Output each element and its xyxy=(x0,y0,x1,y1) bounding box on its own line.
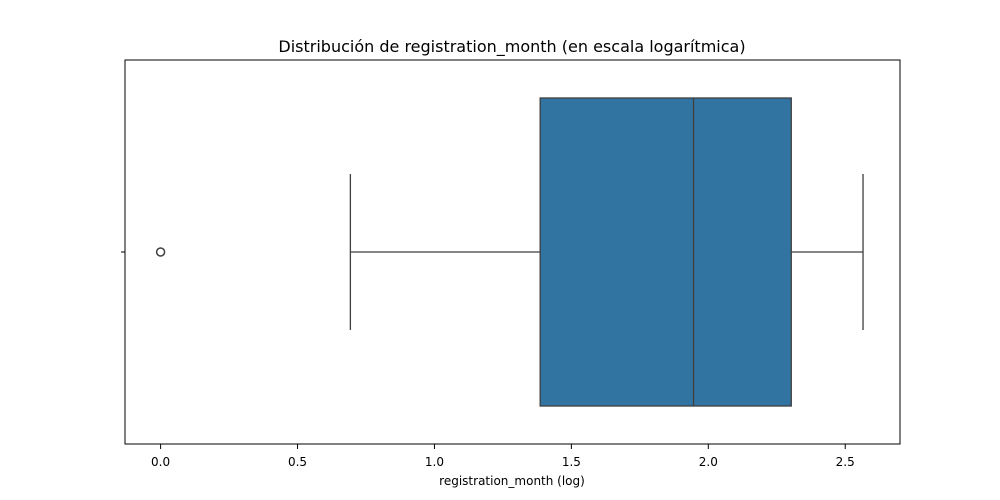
x-tick-label: 0.0 xyxy=(151,455,170,469)
x-axis: 0.0 0.5 1.0 1.5 2.0 2.5 xyxy=(121,251,855,469)
x-axis-label: registration_month (log) xyxy=(439,474,585,488)
outlier-point xyxy=(155,247,166,257)
x-tick-label: 2.0 xyxy=(699,455,718,469)
x-tick-label: 1.0 xyxy=(425,455,444,469)
x-tick-label: 1.5 xyxy=(562,455,581,469)
iqr-box xyxy=(539,97,792,407)
x-tick-label: 2.5 xyxy=(836,455,855,469)
plot-area xyxy=(124,59,901,445)
chart-title: Distribución de registration_month (en e… xyxy=(278,37,745,57)
x-tick-label: 0.5 xyxy=(288,455,307,469)
